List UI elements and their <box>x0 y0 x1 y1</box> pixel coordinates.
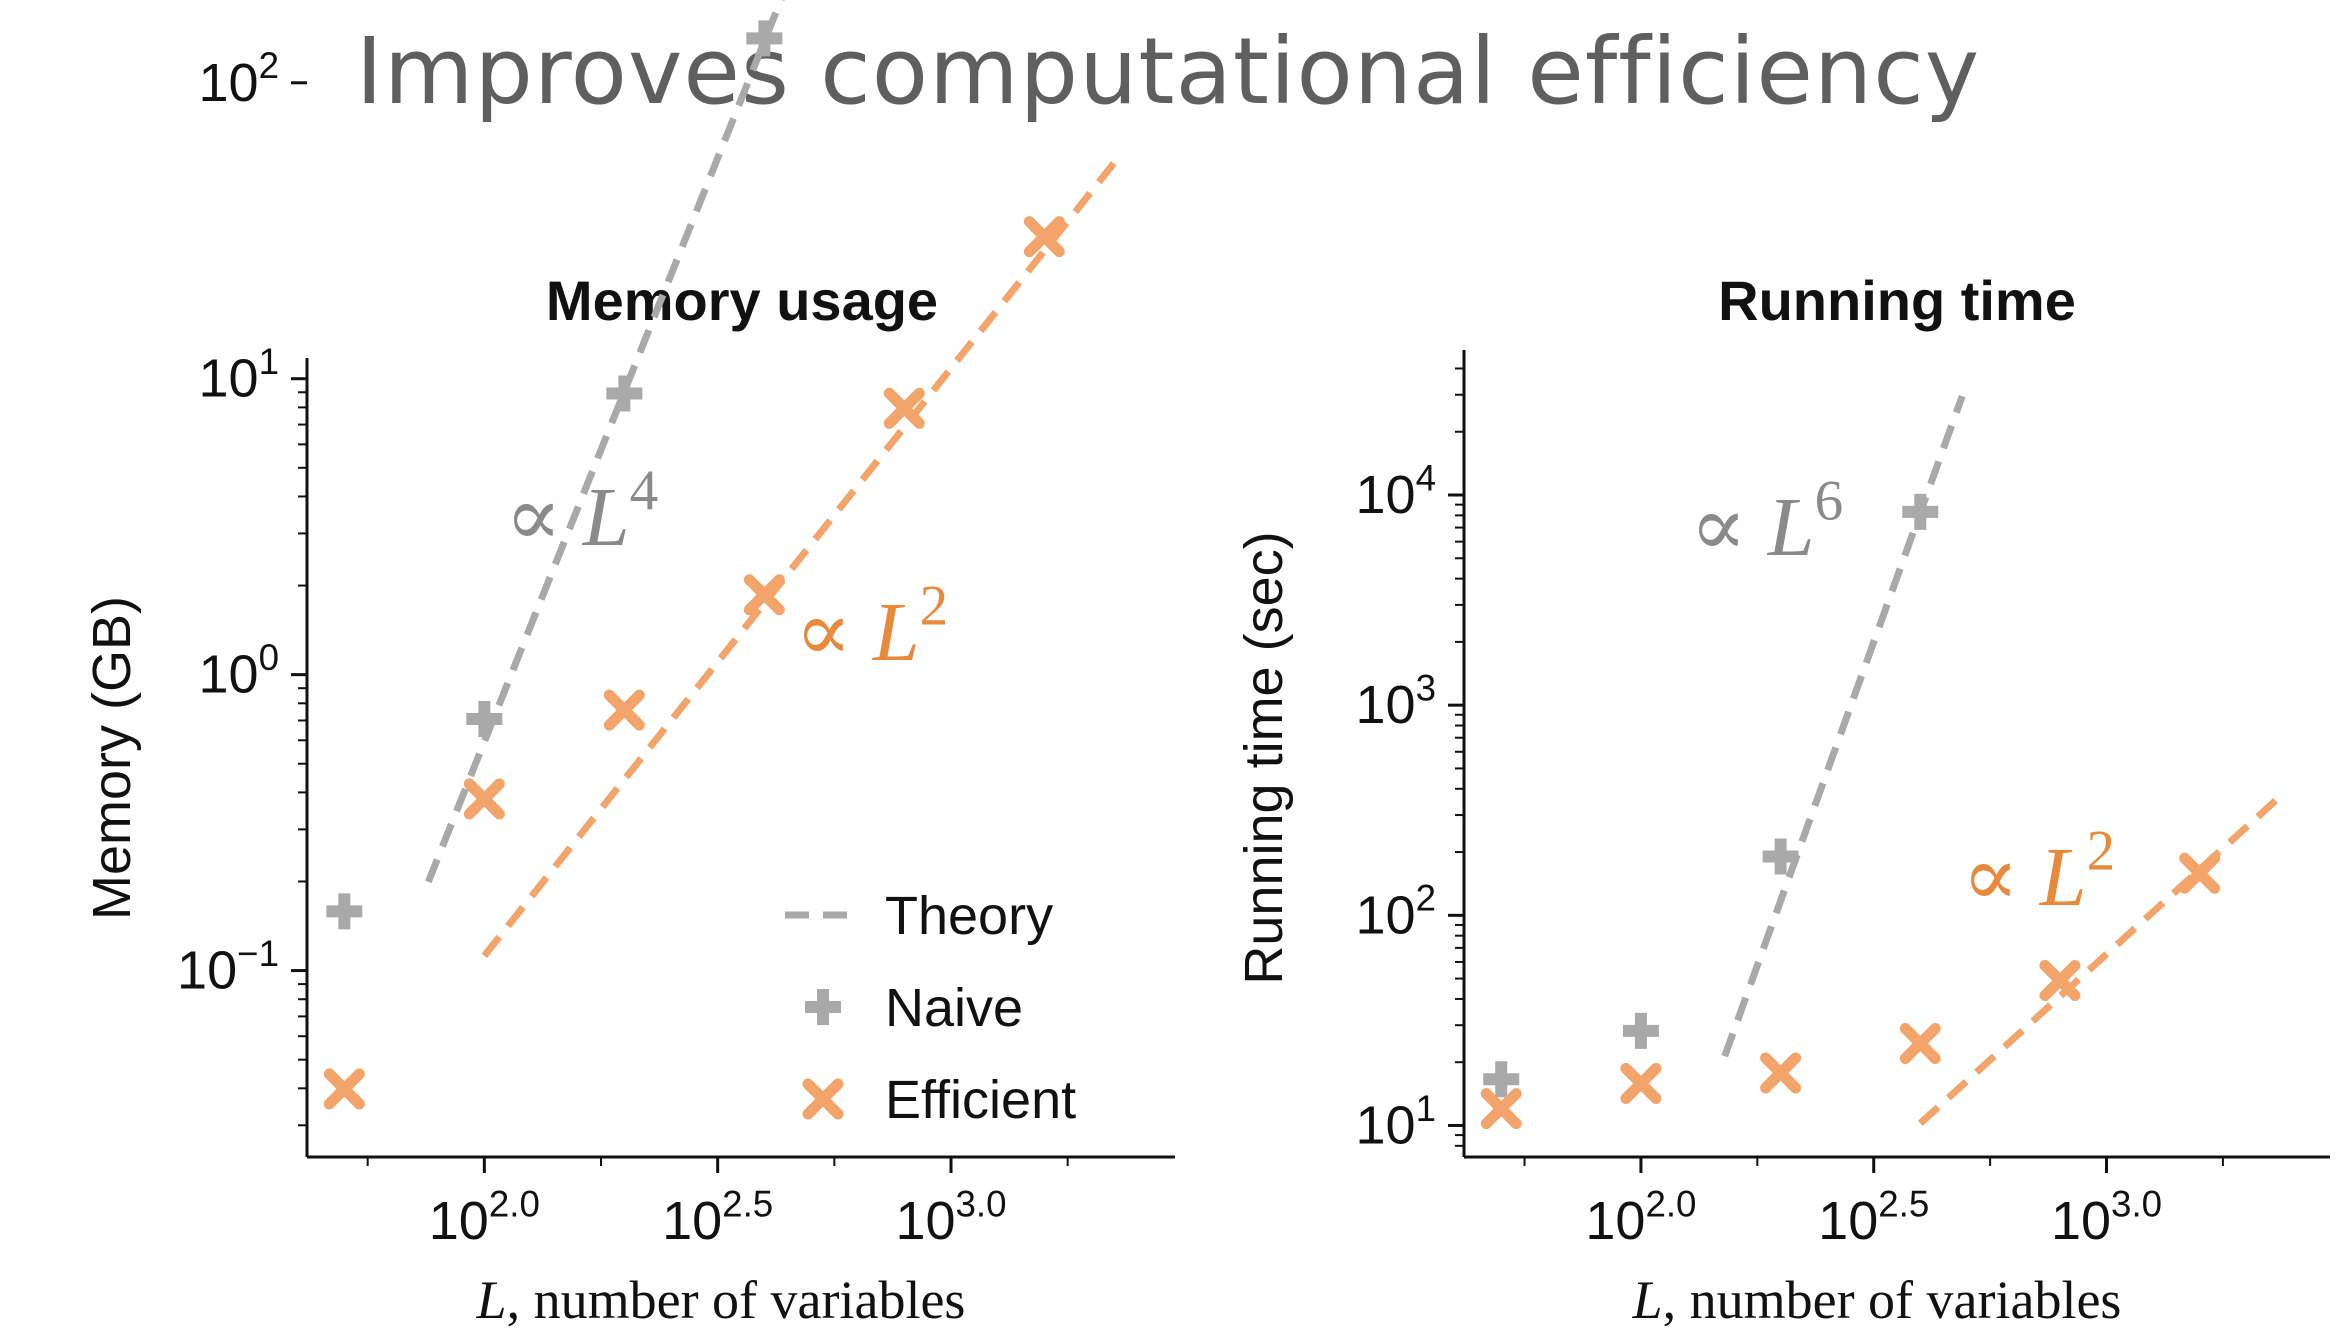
runtime-chart: Running time 102.0 102.5 103.0 101 102 103 104 L… <box>1234 269 2330 1330</box>
marker-stroke-b <box>1480 1088 1522 1130</box>
y-tick-label: 104 <box>1356 457 1437 525</box>
x-tick-label: 102.0 <box>429 1183 540 1251</box>
x-tick-label: 103.0 <box>895 1183 1006 1251</box>
marker-stroke-b <box>802 1078 844 1120</box>
marker-stroke-b <box>883 387 925 429</box>
marker-stroke-b <box>1023 216 1065 258</box>
series-theory-efficient <box>481 154 1122 958</box>
theory-line <box>1917 790 2286 1126</box>
annotation-efficient: ∝ L2 <box>1962 820 2115 924</box>
chart-title: Running time <box>1718 269 2076 332</box>
annotation-naive: ∝ L6 <box>1690 470 1843 574</box>
naive-point <box>1483 1061 1520 1098</box>
series-theory-efficient <box>1917 790 2286 1126</box>
marker-stroke-b <box>1620 1062 1662 1104</box>
series-naive <box>1483 493 1939 1098</box>
series-efficient <box>323 216 1065 1110</box>
marker-stroke-b <box>323 1068 365 1110</box>
naive-point <box>466 701 503 738</box>
marker-stroke-b <box>603 689 645 731</box>
x-axis-label: L, number of variables <box>476 1270 966 1330</box>
legend: Theory Naive Efficient <box>785 886 1076 1130</box>
theory-line <box>425 0 785 884</box>
legend-naive-swatch <box>805 989 841 1025</box>
legend-label: Naive <box>885 978 1023 1038</box>
naive-point <box>326 893 363 930</box>
series-theory-naive <box>425 0 785 884</box>
efficient-point <box>1620 1062 1662 1104</box>
theory-line <box>1721 395 1966 1058</box>
x-axis-label: L, number of variables <box>1632 1270 2122 1330</box>
efficient-point <box>603 689 645 731</box>
marker-stroke-b <box>463 778 505 820</box>
theory-line <box>481 154 1122 958</box>
marker-stroke-b <box>1760 1052 1802 1094</box>
legend-label: Efficient <box>885 1070 1076 1130</box>
annotation-naive: ∝ L4 <box>505 460 658 564</box>
y-axis-label: Running time (sec) <box>1234 531 1294 984</box>
efficient-point <box>1899 1023 1941 1065</box>
x-tick-label: 102.0 <box>1585 1183 1696 1251</box>
chart-title: Memory usage <box>546 269 938 332</box>
efficient-point <box>463 778 505 820</box>
efficient-point <box>1480 1088 1522 1130</box>
page-title: Improves computational efficiency <box>355 18 1981 125</box>
legend-label: Theory <box>885 886 1053 946</box>
naive-point <box>606 375 643 412</box>
legend-efficient-swatch <box>802 1078 844 1120</box>
marker-stroke-b <box>743 574 785 616</box>
x-tick-label: 102.5 <box>662 1183 773 1251</box>
efficient-point <box>323 1068 365 1110</box>
y-tick-label: 102 <box>199 45 280 113</box>
y-tick-label: 100 <box>199 637 280 705</box>
annotation-efficient: ∝ L2 <box>795 575 948 679</box>
efficient-point <box>743 574 785 616</box>
series-efficient <box>1480 852 2221 1130</box>
naive-point <box>1762 838 1799 875</box>
y-tick-label: 102 <box>1356 878 1437 946</box>
y-tick-label: 101 <box>199 341 280 409</box>
efficient-point <box>1760 1052 1802 1094</box>
naive-point <box>1622 1012 1659 1049</box>
y-tick-label: 10−1 <box>177 933 279 1001</box>
x-tick-label: 102.5 <box>1818 1183 1929 1251</box>
memory-chart: Memory usage 102.0 102.5 103.0 10−1 100 101 102… <box>82 0 1175 1330</box>
x-tick-label: 103.0 <box>2051 1183 2162 1251</box>
series-theory-naive <box>1721 395 1966 1058</box>
naive-point <box>746 20 783 57</box>
marker-stroke-b <box>2039 959 2081 1001</box>
marker-stroke-b <box>1899 1023 1941 1065</box>
efficient-point <box>1023 216 1065 258</box>
y-axis-label: Memory (GB) <box>82 596 142 920</box>
y-tick-label: 103 <box>1356 667 1437 735</box>
y-tick-label: 101 <box>1356 1088 1437 1156</box>
